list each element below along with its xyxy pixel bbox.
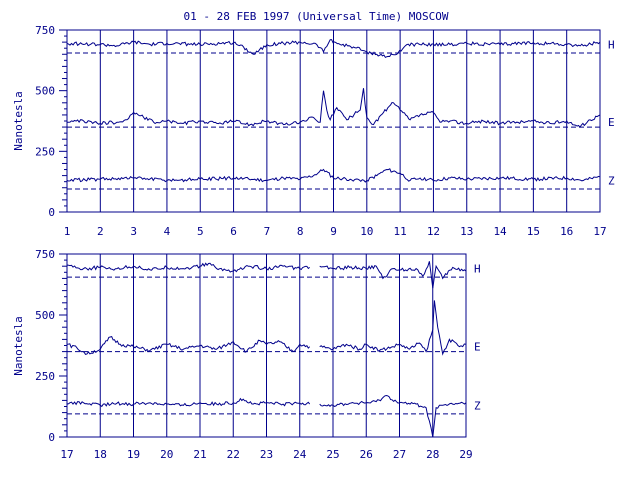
y-tick-label: 0 [48, 206, 55, 219]
x-tick-label: 13 [460, 225, 473, 238]
x-tick-label: 16 [560, 225, 573, 238]
x-tick-label: 20 [160, 448, 173, 461]
y-tick-label: 750 [35, 24, 55, 37]
series-e-line [67, 88, 601, 128]
x-tick-label: 8 [297, 225, 304, 238]
y-axis-label: Nanotesla [12, 316, 25, 376]
series-z-line [66, 168, 601, 183]
series-z-line [66, 394, 467, 438]
x-tick-label: 28 [426, 448, 439, 461]
series-label-h: H [608, 39, 615, 52]
x-tick-label: 27 [393, 448, 406, 461]
series-label-e: E [608, 116, 615, 129]
x-tick-label: 24 [293, 448, 307, 461]
x-tick-label: 18 [94, 448, 107, 461]
y-tick-label: 250 [35, 145, 55, 158]
x-tick-label: 2 [97, 225, 104, 238]
x-tick-label: 7 [264, 225, 271, 238]
x-tick-label: 12 [427, 225, 440, 238]
x-tick-label: 10 [360, 225, 373, 238]
series-h-line [66, 261, 467, 289]
x-tick-label: 23 [260, 448, 273, 461]
x-tick-label: 14 [493, 225, 507, 238]
x-tick-label: 21 [193, 448, 206, 461]
x-tick-label: 19 [127, 448, 140, 461]
series-label-z: Z [474, 399, 481, 412]
x-tick-label: 9 [330, 225, 337, 238]
x-tick-label: 22 [227, 448, 240, 461]
series-label-e: E [474, 341, 481, 354]
x-tick-label: 1 [64, 225, 71, 238]
x-tick-label: 11 [394, 225, 407, 238]
series-h-line [66, 39, 601, 59]
panel-bottom: 0 250 500 750 17 18 19 20 21 22 23 24 25 26 27 28 29 Nano… [12, 248, 481, 461]
chart-title: 01 - 28 FEB 1997 (Universal Time) MOSCOW [184, 10, 449, 23]
y-tick-label: 500 [35, 85, 55, 98]
x-tick-label: 29 [459, 448, 472, 461]
series-label-h: H [474, 263, 481, 276]
x-tick-label: 25 [326, 448, 339, 461]
x-tick-label: 17 [60, 448, 73, 461]
y-tick-label: 250 [35, 370, 55, 383]
x-tick-label: 5 [197, 225, 204, 238]
x-tick-label: 6 [230, 225, 237, 238]
y-tick-label: 500 [35, 309, 55, 322]
series-e-line [66, 300, 467, 356]
y-axis-label: Nanotesla [12, 91, 25, 151]
series-label-z: Z [608, 174, 615, 187]
x-tick-label: 4 [164, 225, 171, 238]
y-tick-label: 750 [35, 248, 55, 261]
y-tick-label: 0 [48, 431, 55, 444]
x-tick-label: 26 [360, 448, 373, 461]
x-tick-label: 15 [527, 225, 540, 238]
x-tick-label: 3 [130, 225, 137, 238]
x-tick-label: 17 [593, 225, 606, 238]
